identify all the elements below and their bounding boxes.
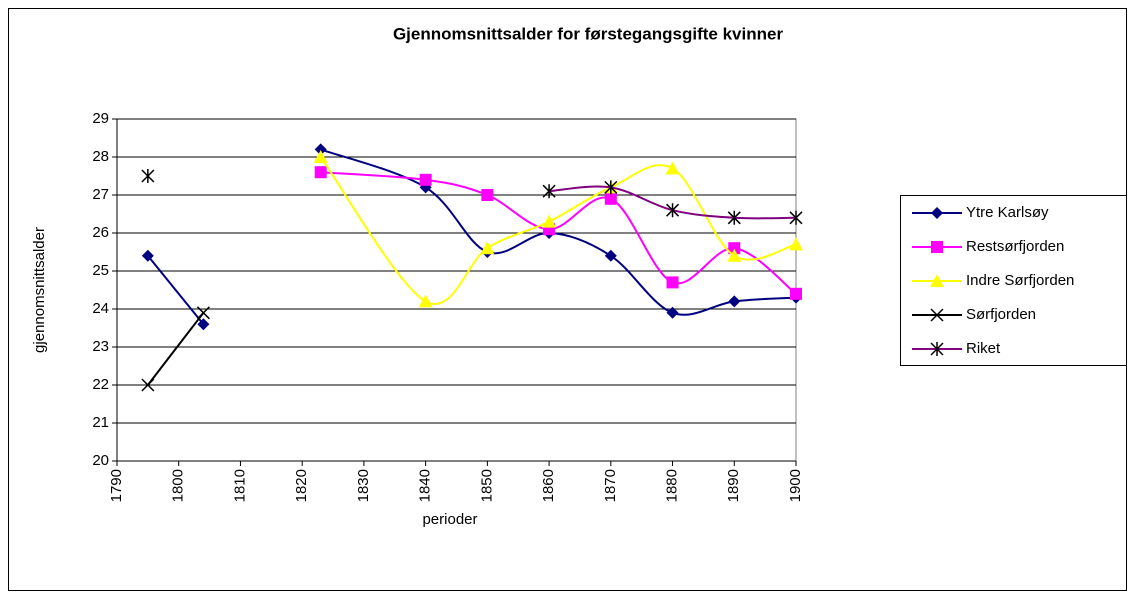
marker <box>790 287 802 300</box>
x-tick-label: 1880 <box>664 469 681 502</box>
y-tick-label: 20 <box>92 452 109 469</box>
legend-marker <box>931 241 943 253</box>
legend-marker <box>930 342 944 356</box>
marker <box>604 180 618 195</box>
marker <box>727 210 741 225</box>
marker <box>727 248 742 262</box>
y-tick-label: 25 <box>92 262 109 279</box>
legend-label: Indre Sørfjorden <box>966 272 1074 289</box>
y-axis-label: gjennomsnittsalder <box>31 227 48 353</box>
marker <box>666 203 680 218</box>
marker <box>789 237 803 251</box>
marker <box>314 143 327 156</box>
x-tick-label: 1850 <box>478 469 495 502</box>
legend-marker <box>931 207 943 219</box>
marker <box>665 161 680 175</box>
marker <box>141 169 155 183</box>
legend-marker <box>930 308 944 322</box>
y-tick-label: 27 <box>92 186 109 203</box>
marker <box>480 241 495 255</box>
legend-label: Ytre Karlsøy <box>966 204 1049 221</box>
x-tick-label: 1800 <box>170 469 187 502</box>
y-tick-label: 29 <box>92 110 109 127</box>
x-tick-label: 1810 <box>231 469 248 502</box>
legend-label: Riket <box>966 340 1001 357</box>
y-tick-label: 24 <box>92 300 109 317</box>
x-tick-label: 1790 <box>108 469 125 502</box>
marker <box>542 214 557 228</box>
marker <box>728 242 741 255</box>
marker <box>314 166 327 179</box>
series-line <box>319 156 797 305</box>
y-tick-label: 26 <box>92 224 109 241</box>
x-tick-label: 1870 <box>602 469 619 502</box>
marker <box>141 249 154 262</box>
marker <box>789 210 803 225</box>
x-tick-label: 1840 <box>417 469 434 502</box>
marker <box>313 150 328 163</box>
x-tick-label: 1820 <box>293 469 310 502</box>
series-line <box>147 312 205 386</box>
chart-title: Gjennomsnittsalder for førstegangsgifte … <box>393 24 784 43</box>
marker <box>141 378 155 392</box>
y-tick-label: 22 <box>92 376 109 393</box>
marker <box>604 192 617 205</box>
marker <box>196 306 210 320</box>
x-axis-label: perioder <box>422 511 477 528</box>
marker <box>728 295 741 308</box>
marker <box>419 173 432 186</box>
x-tick-label: 1830 <box>355 469 372 502</box>
marker <box>418 294 433 308</box>
y-tick-label: 28 <box>92 148 109 165</box>
legend-marker <box>930 274 944 287</box>
marker <box>666 306 679 319</box>
marker <box>666 276 679 289</box>
marker <box>197 318 210 331</box>
y-tick-label: 23 <box>92 338 109 355</box>
marker <box>542 184 556 199</box>
x-tick-label: 1860 <box>540 469 557 502</box>
x-tick-label: 1890 <box>725 469 742 502</box>
marker <box>481 189 494 201</box>
legend-label: Sørfjorden <box>966 306 1036 323</box>
y-tick-label: 21 <box>92 414 109 431</box>
legend-label: Restsørfjorden <box>966 238 1064 255</box>
marker <box>604 249 617 262</box>
x-tick-label: 1900 <box>787 469 804 502</box>
